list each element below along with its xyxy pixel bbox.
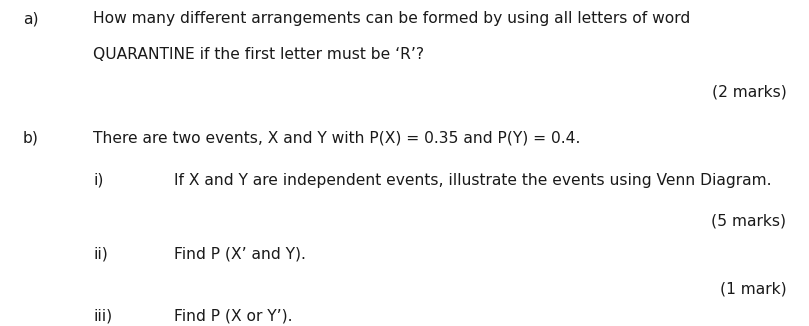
Text: There are two events, X and Y with P(X) = 0.35 and P(Y) = 0.4.: There are two events, X and Y with P(X) …: [93, 130, 580, 145]
Text: (5 marks): (5 marks): [711, 214, 786, 229]
Text: i): i): [93, 173, 104, 188]
Text: If X and Y are independent events, illustrate the events using Venn Diagram.: If X and Y are independent events, illus…: [174, 173, 772, 188]
Text: Find P (X or Y’).: Find P (X or Y’).: [174, 308, 292, 323]
Text: b): b): [23, 130, 39, 145]
Text: iii): iii): [93, 308, 112, 323]
Text: (2 marks): (2 marks): [712, 85, 786, 100]
Text: How many different arrangements can be formed by using all letters of word: How many different arrangements can be f…: [93, 11, 690, 26]
Text: (1 mark): (1 mark): [720, 282, 786, 297]
Text: QUARANTINE if the first letter must be ‘R’?: QUARANTINE if the first letter must be ‘…: [93, 47, 424, 62]
Text: Find P (X’ and Y).: Find P (X’ and Y).: [174, 246, 306, 261]
Text: ii): ii): [93, 246, 108, 261]
Text: a): a): [23, 11, 38, 26]
